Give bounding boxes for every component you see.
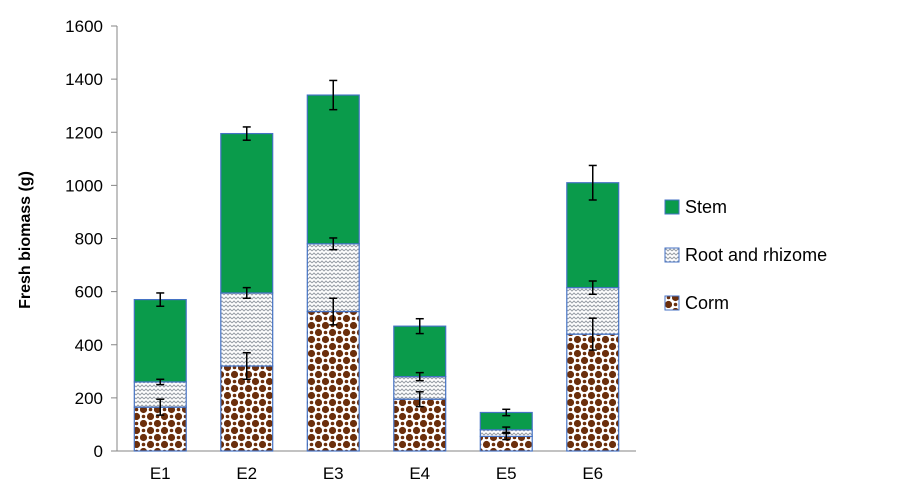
error-bar [329,79,338,111]
x-tick-label: E2 [236,464,257,483]
error-bar [242,126,251,141]
y-tick-label: 800 [75,230,103,249]
legend-item: Stem [664,197,727,217]
legend-swatch [664,247,680,263]
y-axis-title-text: Fresh biomass (g) [17,171,34,309]
x-tick-label: E5 [496,464,517,483]
error-bar [588,317,597,351]
bar-corm-e2 [220,365,274,452]
legend-label: Stem [685,197,727,217]
bar-stem-e2 [220,132,274,294]
bars [133,94,620,452]
bar-stem-e4 [393,325,447,378]
error-bar [415,317,424,335]
y-axis-title: Fresh biomass (g) [17,171,34,309]
error-bars [156,79,597,441]
error-bar [156,398,165,416]
legend-swatch [664,199,680,215]
error-bar [502,408,511,417]
bar-corm-e3 [306,310,360,452]
y-tick-label: 1600 [65,17,103,36]
legend-item: Corm [664,293,729,313]
error-bar [588,280,597,296]
error-bar [588,164,597,201]
error-bar [502,426,511,434]
y-tick-label: 400 [75,336,103,355]
error-bar [156,292,165,307]
x-tick-label: E6 [582,464,603,483]
bar-corm-e6 [566,333,620,452]
y-tick-label: 200 [75,389,103,408]
y-ticks: 0 200 400 600 800 1000 1200 1400 1600 [65,17,117,461]
y-tick-label: 1400 [65,70,103,89]
x-tick-label: E1 [150,464,171,483]
error-bar [329,237,338,251]
y-tick-label: 0 [94,442,103,461]
legend: Stem Root and rhizome Corm [664,197,827,313]
legend-label: Root and rhizome [685,245,827,265]
y-tick-label: 1200 [65,123,103,142]
error-bar [242,351,251,381]
y-tick-label: 600 [75,283,103,302]
bar-stem-e1 [133,298,187,383]
error-bar [156,378,165,386]
x-ticks: E1 E2 E3 E4 E5 E6 [150,464,603,483]
legend-swatch [664,295,680,311]
legend-item: Root and rhizome [664,245,827,265]
legend-label: Corm [685,293,729,313]
error-bar [415,371,424,382]
error-bar [502,432,511,441]
x-tick-label: E3 [323,464,344,483]
error-bar [242,286,251,300]
x-tick-label: E4 [409,464,430,483]
error-bar [329,297,338,326]
y-tick-label: 1000 [65,176,103,195]
bar-stem-e3 [306,94,360,245]
error-bar [415,391,424,408]
